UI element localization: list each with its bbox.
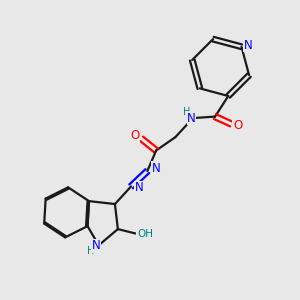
Text: N: N (92, 239, 100, 252)
Text: N: N (135, 182, 144, 194)
Text: O: O (233, 119, 242, 132)
Text: O: O (130, 129, 140, 142)
Text: N: N (187, 112, 196, 124)
Text: H: H (87, 246, 94, 256)
Text: H: H (183, 106, 190, 117)
Text: N: N (152, 162, 161, 175)
Text: N: N (244, 39, 252, 52)
Text: OH: OH (137, 229, 153, 238)
